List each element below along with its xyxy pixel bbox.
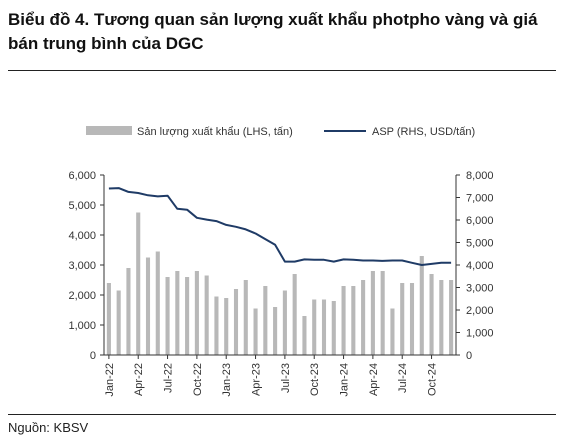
bar [233, 289, 239, 355]
bar [409, 283, 415, 355]
x-tick-label: Apr-22 [133, 363, 145, 396]
bar [331, 301, 336, 355]
right-tick-label: 6,000 [466, 215, 494, 227]
left-tick-label: 1,000 [68, 320, 96, 332]
right-tick-label: 3,000 [466, 283, 494, 295]
right-axis: 0 1,000 2,000 3,000 4,000 5,000 6,000 7,000 8,00… [455, 170, 494, 362]
bar [302, 316, 307, 355]
bar-series [106, 212, 454, 355]
asp-line [108, 187, 452, 266]
bar [312, 299, 317, 355]
bar [351, 286, 356, 355]
legend-bar-swatch [86, 126, 132, 135]
bar [136, 212, 141, 355]
bar [439, 280, 444, 355]
right-tick-label: 4,000 [466, 260, 494, 272]
x-tick-label: Jan-24 [339, 363, 351, 397]
bar [243, 280, 248, 355]
right-tick-label: 0 [466, 350, 472, 362]
legend: Sản lượng xuất khẩu (LHS, tấn) ASP (RHS, … [86, 126, 475, 138]
bar [224, 298, 229, 355]
source-rule [8, 414, 556, 415]
right-tick-label: 5,000 [466, 238, 494, 250]
line-series [108, 187, 452, 266]
x-tick-label: Jul-23 [280, 363, 292, 393]
bar [116, 290, 121, 355]
x-tick-label: Apr-23 [251, 363, 263, 396]
legend-bar-label: Sản lượng xuất khẩu (LHS, tấn) [137, 126, 293, 138]
right-tick-label: 7,000 [466, 193, 494, 205]
x-axis: Jan-22 Apr-22 Jul-22 Oct-22 Jan-23 Apr-23 Jul-… [104, 354, 456, 397]
x-tick-label: Oct-23 [309, 363, 321, 396]
title-rule [8, 70, 556, 71]
bar [194, 271, 199, 355]
bar [429, 274, 434, 355]
right-tick-label: 8,000 [466, 170, 494, 182]
bar [449, 280, 454, 355]
bar [273, 307, 278, 355]
bar [361, 280, 366, 355]
x-tick-label: Oct-24 [427, 363, 439, 396]
bar [106, 283, 111, 355]
bar [380, 271, 385, 355]
bar [253, 308, 258, 355]
chart-title: Biểu đồ 4. Tương quan sản lượng xuất khẩ… [8, 10, 538, 53]
x-tick-label: Jan-22 [104, 363, 116, 397]
bar [390, 308, 395, 355]
x-tick-label: Apr-24 [368, 363, 380, 396]
x-tick-label: Jul-24 [397, 363, 409, 393]
left-tick-label: 2,000 [68, 290, 96, 302]
bar [204, 275, 209, 355]
x-tick-label: Jan-23 [221, 363, 233, 397]
x-tick-label: Jul-22 [163, 363, 175, 393]
left-tick-label: 6,000 [68, 170, 96, 182]
left-axis: 0 1,000 2,000 3,000 4,000 5,000 6,000 [68, 170, 105, 362]
right-tick-label: 1,000 [466, 328, 494, 340]
bar [370, 271, 375, 355]
left-tick-label: 3,000 [68, 260, 96, 272]
bar [263, 286, 268, 355]
bar [145, 257, 151, 355]
legend-line-label: ASP (RHS, USD/tấn) [372, 126, 475, 138]
left-tick-label: 4,000 [68, 230, 96, 242]
bar [126, 268, 131, 355]
bar [185, 277, 190, 355]
chart: Sản lượng xuất khẩu (LHS, tấn) ASP (RHS, … [68, 126, 494, 397]
bar [321, 299, 327, 355]
left-tick-label: 0 [90, 350, 96, 362]
bar [155, 251, 160, 355]
bar [341, 286, 346, 355]
bar [175, 271, 180, 355]
right-tick-label: 2,000 [466, 305, 494, 317]
x-tick-label: Oct-22 [192, 363, 204, 396]
bar [214, 296, 219, 355]
left-tick-label: 5,000 [68, 200, 96, 212]
bar [292, 274, 297, 355]
bar [282, 290, 287, 355]
bar [165, 277, 170, 355]
bar [419, 256, 424, 355]
bar [400, 283, 405, 355]
source-note: Nguồn: KBSV [8, 420, 89, 435]
